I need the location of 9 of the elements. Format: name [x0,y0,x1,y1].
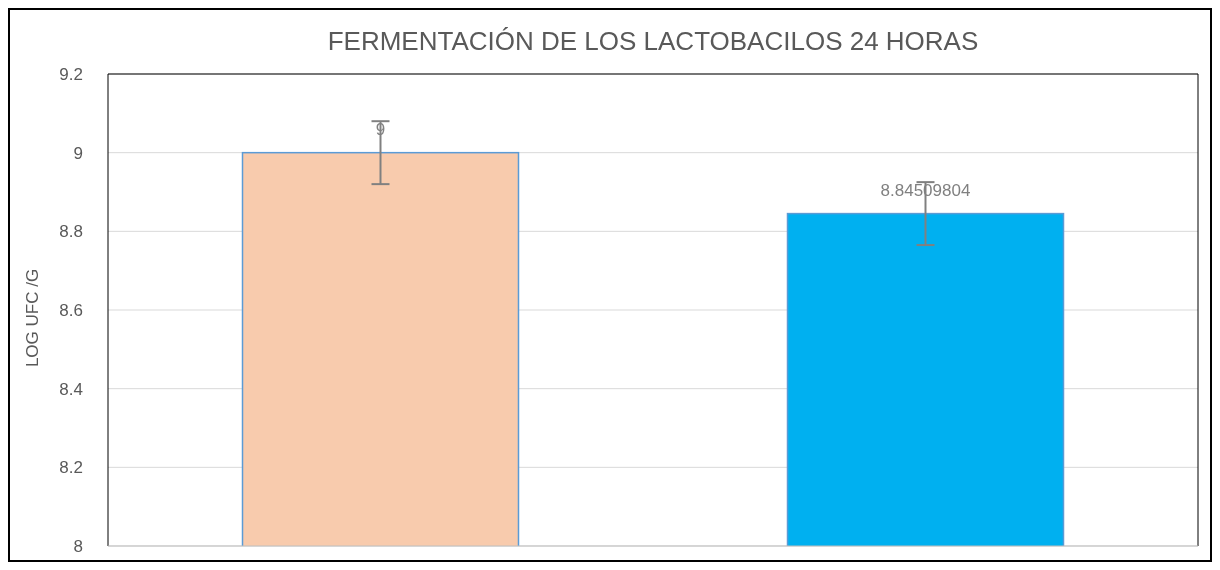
y-tick-label: 8 [73,536,83,556]
y-axis-title: LOG UFC /G [23,268,42,368]
y-tick-label: 9 [73,143,83,163]
chart-title: FERMENTACIÓN DE LOS LACTOBACILOS 24 HORAS [327,26,979,56]
y-tick-label: 9.2 [59,64,83,84]
y-tick-label: 8.4 [59,379,83,399]
y-tick-label: 8.8 [59,222,83,242]
y-tick-label: 8.6 [59,300,83,320]
y-tick-label: 8.2 [59,458,83,478]
